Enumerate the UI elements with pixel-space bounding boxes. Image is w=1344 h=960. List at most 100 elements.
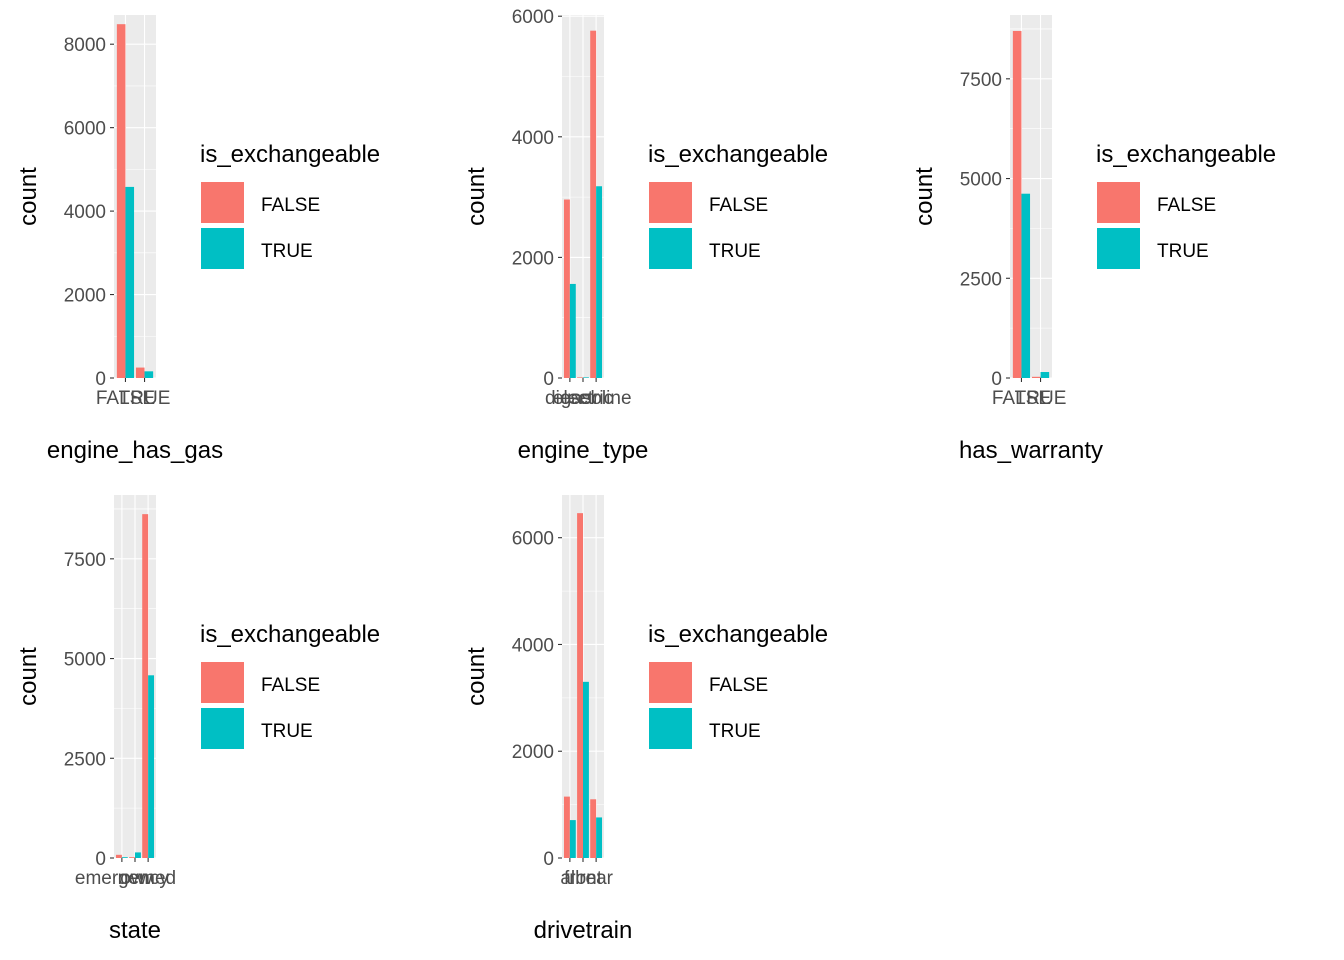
y-tick-label: 4000	[512, 128, 554, 149]
bar-emergency-FALSE	[115, 854, 122, 858]
y-tick-label: 4000	[512, 635, 554, 656]
bar-electric-TRUE	[583, 377, 589, 378]
x-axis-title: has_warranty	[959, 437, 1103, 464]
legend-label: FALSE	[709, 195, 768, 216]
y-tick-label: 0	[543, 849, 554, 870]
bar-new-FALSE	[129, 857, 135, 858]
bar-rear-TRUE	[596, 817, 603, 858]
bar-TRUE-TRUE	[144, 371, 154, 378]
x-tick-label: front	[564, 868, 603, 889]
x-tick-label: TRUE	[1015, 388, 1067, 409]
legend-label: FALSE	[709, 675, 768, 696]
y-tick-label: 0	[95, 369, 106, 390]
bar-front-TRUE	[583, 681, 589, 858]
legend-key-TRUE	[201, 228, 244, 269]
legend-key-TRUE	[649, 228, 692, 269]
x-tick-label: all	[560, 868, 579, 889]
y-tick-label: 7500	[64, 550, 106, 571]
legend: is_exchangeable FALSE TRUE	[648, 621, 828, 749]
y-tick-label: 2000	[512, 248, 554, 269]
legend-title: is_exchangeable	[648, 141, 828, 168]
y-tick-label: 6000	[64, 119, 106, 140]
y-axis-title: count	[463, 167, 490, 226]
legend-title: is_exchangeable	[200, 621, 380, 648]
y-tick-label: 5000	[960, 170, 1002, 191]
y-tick-label: 2500	[960, 269, 1002, 290]
x-tick-label: emergency	[75, 868, 169, 889]
y-tick-label: 6000	[512, 529, 554, 550]
bar-new-TRUE	[135, 852, 141, 858]
bar-TRUE-FALSE	[135, 367, 145, 378]
legend-label: FALSE	[1157, 195, 1216, 216]
legend-title: is_exchangeable	[648, 621, 828, 648]
legend-label: TRUE	[261, 241, 313, 262]
chart-panel-has_warranty: 0 2500 5000 7500 FALSE TRUE has_warranty count i…	[911, 15, 1276, 464]
x-tick-label: diesel	[545, 388, 595, 409]
y-tick-label: 4000	[64, 202, 106, 223]
x-axis-title: drivetrain	[534, 917, 633, 944]
bar-all-TRUE	[569, 820, 576, 858]
legend-label: TRUE	[709, 241, 761, 262]
legend: is_exchangeable FALSE TRUE	[200, 141, 380, 269]
x-tick-label: rear	[579, 868, 613, 889]
y-axis-title: count	[15, 647, 42, 706]
bar-FALSE-FALSE	[1012, 30, 1022, 378]
legend-label: TRUE	[261, 721, 313, 742]
bar-owned-FALSE	[142, 514, 149, 858]
y-tick-label: 0	[991, 369, 1002, 390]
x-axis-title: engine_has_gas	[47, 437, 223, 464]
y-tick-label: 2000	[64, 286, 106, 307]
bar-front-FALSE	[577, 513, 583, 858]
bar-owned-TRUE	[148, 675, 155, 858]
bar-FALSE-TRUE	[125, 186, 135, 378]
bar-gasoline-TRUE	[596, 186, 603, 378]
bar-TRUE-TRUE	[1040, 372, 1050, 378]
bar-diesel-FALSE	[563, 199, 570, 378]
x-tick-label: TRUE	[119, 388, 171, 409]
legend-key-FALSE	[649, 182, 692, 223]
y-tick-label: 5000	[64, 650, 106, 671]
y-tick-label: 8000	[64, 35, 106, 56]
bar-FALSE-TRUE	[1021, 193, 1031, 378]
y-tick-label: 2000	[512, 742, 554, 763]
x-tick-label: owned	[120, 868, 176, 889]
legend: is_exchangeable FALSE TRUE	[1096, 141, 1276, 269]
legend-key-TRUE	[201, 708, 244, 749]
y-tick-label: 0	[543, 369, 554, 390]
x-axis-title: engine_type	[518, 437, 649, 464]
x-tick-label: electric	[553, 388, 613, 409]
legend-label: TRUE	[1157, 241, 1209, 262]
y-axis-title: count	[911, 167, 938, 226]
legend-key-FALSE	[1097, 182, 1140, 223]
legend-label: FALSE	[261, 195, 320, 216]
legend: is_exchangeable FALSE TRUE	[200, 621, 380, 749]
y-tick-label: 6000	[512, 7, 554, 28]
y-axis-title: count	[463, 647, 490, 706]
bar-diesel-TRUE	[569, 283, 576, 378]
legend-key-TRUE	[1097, 228, 1140, 269]
x-tick-label: FALSE	[96, 388, 155, 409]
bar-emergency-TRUE	[121, 857, 128, 858]
y-tick-label: 7500	[960, 70, 1002, 91]
y-axis-title: count	[15, 167, 42, 226]
legend-label: TRUE	[709, 721, 761, 742]
legend-title: is_exchangeable	[200, 141, 380, 168]
bar-FALSE-FALSE	[116, 24, 126, 378]
y-tick-label: 2500	[64, 749, 106, 770]
bar-all-FALSE	[563, 796, 570, 858]
bar-electric-FALSE	[577, 377, 583, 378]
legend-title: is_exchangeable	[1096, 141, 1276, 168]
legend-key-TRUE	[649, 708, 692, 749]
legend: is_exchangeable FALSE TRUE	[648, 141, 828, 269]
y-tick-label: 0	[95, 849, 106, 870]
legend-label: FALSE	[261, 675, 320, 696]
legend-key-FALSE	[649, 662, 692, 703]
bar-TRUE-FALSE	[1031, 376, 1041, 378]
bar-rear-FALSE	[590, 799, 597, 858]
bar-gasoline-FALSE	[590, 30, 597, 379]
legend-key-FALSE	[201, 662, 244, 703]
